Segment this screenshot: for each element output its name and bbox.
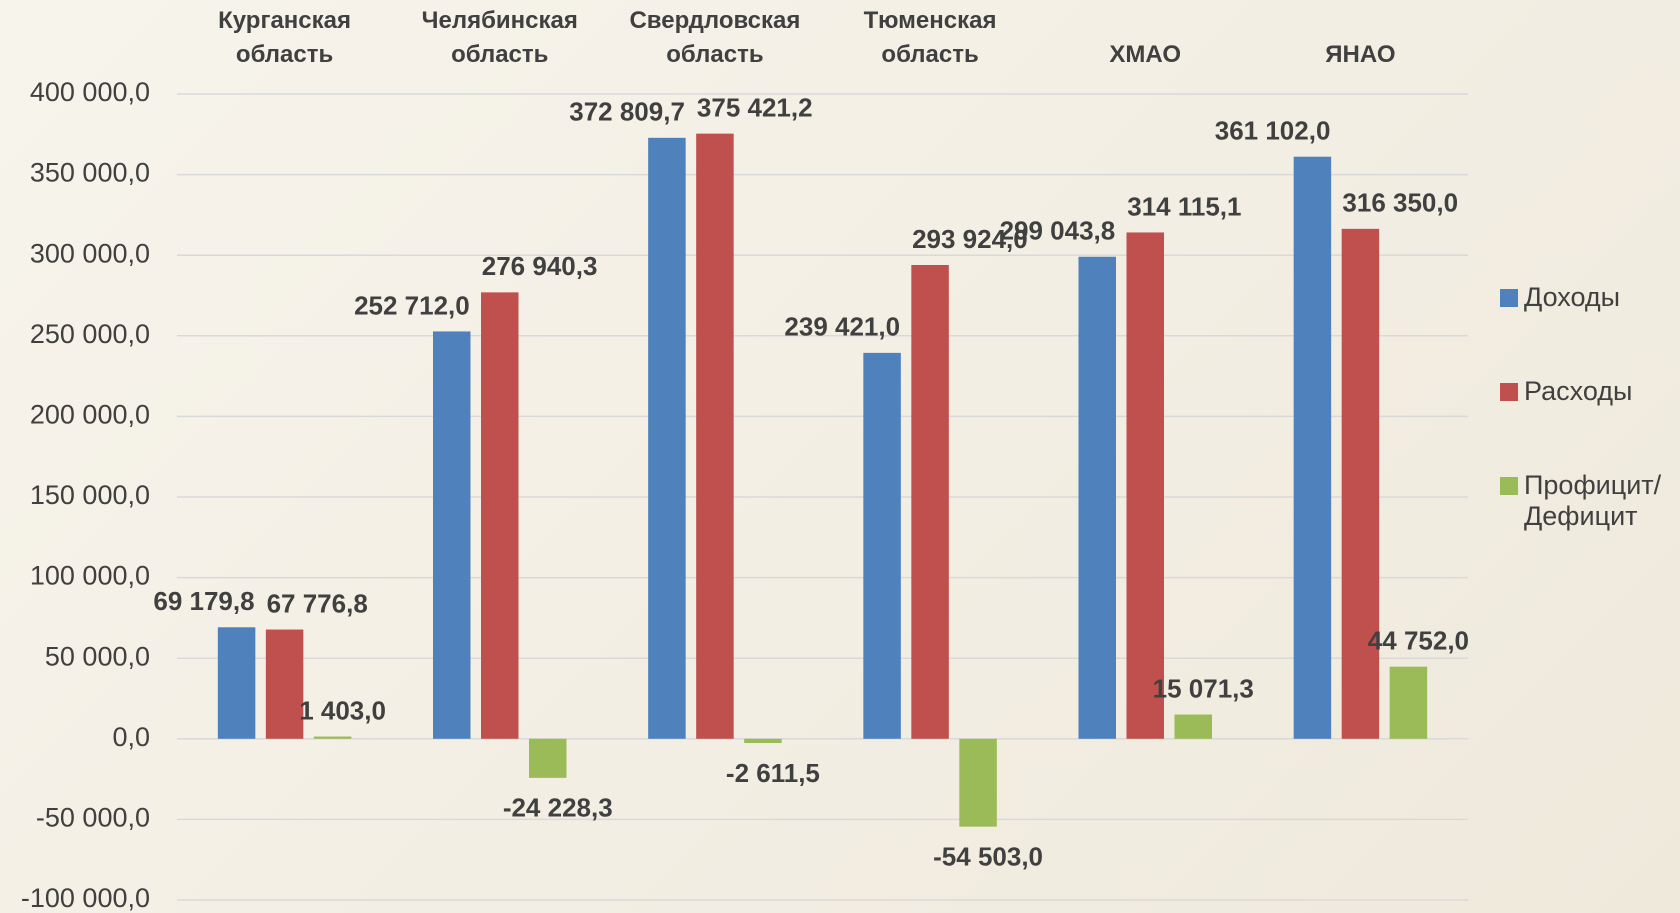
y-tick-label: 0,0: [112, 722, 150, 752]
legend-item: Профицит/ Дефицит: [1500, 470, 1680, 532]
data-label: 252 712,0: [354, 290, 470, 320]
bar: [648, 137, 686, 739]
bar: [696, 133, 734, 739]
y-tick-label: 250 000,0: [30, 319, 150, 349]
y-tick-label: 50 000,0: [45, 641, 150, 671]
y-tick-label: 150 000,0: [30, 480, 150, 510]
category-label: Свердловская область: [629, 7, 801, 68]
data-label: 1 403,0: [299, 695, 386, 725]
data-label: 361 102,0: [1215, 116, 1331, 146]
legend-item: Доходы: [1500, 282, 1680, 313]
data-label: -54 503,0: [933, 842, 1043, 872]
y-tick-label: -50 000,0: [36, 803, 150, 833]
data-label: 15 071,3: [1153, 673, 1254, 703]
data-label: 239 421,0: [784, 312, 900, 342]
category-label: ХМАО: [1109, 41, 1182, 68]
bar: [1078, 256, 1116, 739]
bar: [744, 738, 782, 744]
bar: [911, 264, 949, 739]
data-label: 372 809,7: [569, 97, 685, 127]
bar: [433, 331, 471, 739]
data-label: -2 611,5: [726, 758, 820, 788]
data-label: 293 924,0: [912, 224, 1028, 254]
legend-item: Расходы: [1500, 376, 1680, 407]
bar: [529, 738, 567, 778]
y-tick-label: 300 000,0: [30, 238, 150, 268]
legend-swatch: [1500, 477, 1518, 495]
y-tick-label: 100 000,0: [30, 561, 150, 591]
data-label: 67 776,8: [267, 588, 368, 618]
data-label: 299 043,8: [1000, 216, 1116, 246]
data-label: 276 940,3: [482, 251, 598, 281]
legend-label: Профицит/ Дефицит: [1524, 470, 1662, 531]
y-tick-label: 200 000,0: [30, 400, 150, 430]
y-tick-label: 350 000,0: [30, 158, 150, 188]
bar: [1341, 228, 1380, 739]
bar: [313, 736, 352, 739]
category-label: ЯНАО: [1325, 41, 1396, 68]
bar: [1126, 232, 1164, 739]
data-label: 375 421,2: [697, 92, 813, 122]
data-label: 44 752,0: [1368, 626, 1469, 656]
legend-swatch: [1500, 289, 1518, 307]
legend-swatch: [1500, 383, 1518, 401]
data-label: 316 350,0: [1342, 188, 1458, 218]
legend-label: Доходы: [1524, 282, 1621, 312]
bar: [959, 738, 997, 827]
data-label: 314 115,1: [1127, 191, 1241, 221]
bar: [1293, 156, 1332, 739]
legend-label: Расходы: [1524, 376, 1633, 406]
data-label: 69 179,8: [153, 586, 254, 616]
bar: [265, 629, 304, 739]
category-label: Челябинская область: [421, 7, 578, 68]
category-label: Тюменская область: [863, 7, 997, 68]
bar: [1174, 714, 1212, 739]
data-label: -24 228,3: [503, 793, 613, 823]
y-tick-label: -100 000,0: [21, 883, 150, 913]
category-label: Курганская область: [218, 7, 352, 68]
bar: [1389, 666, 1428, 739]
y-tick-label: 400 000,0: [30, 77, 150, 107]
bar: [217, 627, 256, 739]
bar: [481, 292, 519, 739]
bar: [863, 352, 901, 739]
